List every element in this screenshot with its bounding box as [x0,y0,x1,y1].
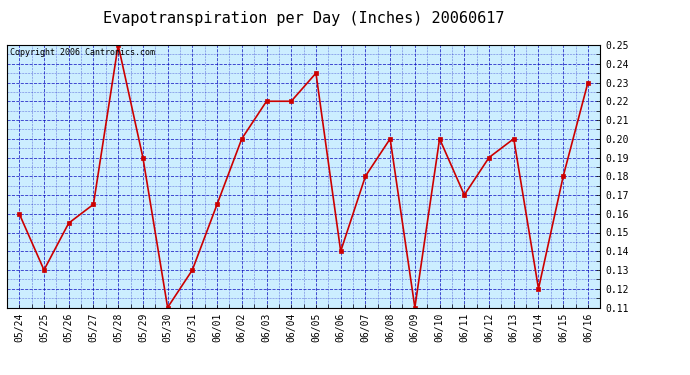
Text: Evapotranspiration per Day (Inches) 20060617: Evapotranspiration per Day (Inches) 2006… [103,11,504,26]
Text: Copyright 2006 Cantronics.com: Copyright 2006 Cantronics.com [10,48,155,57]
